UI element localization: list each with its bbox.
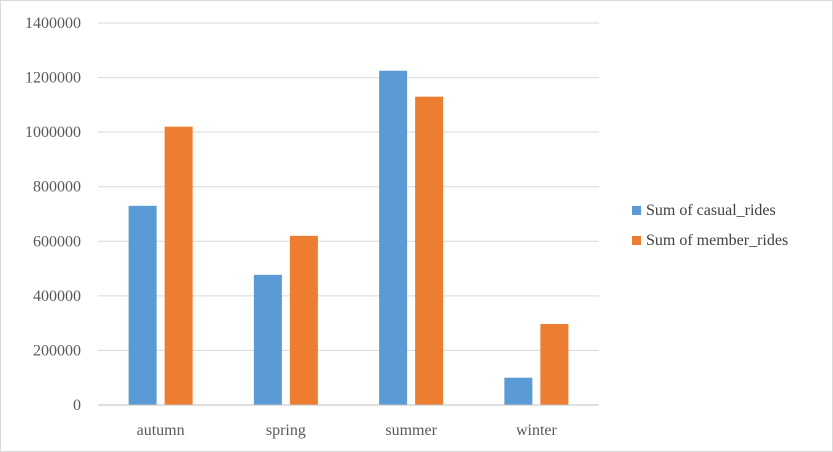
x-tick-label: autumn (137, 422, 185, 439)
x-tick-label: summer (385, 422, 437, 439)
bar-spring-member (289, 235, 318, 405)
y-tick-label: 0 (73, 397, 81, 414)
legend-label: Sum of casual_rides (646, 202, 776, 219)
x-axis: autumn spring summer winter (98, 404, 599, 439)
legend-label: Sum of member_rides (646, 232, 788, 249)
bar-winter-casual (504, 377, 533, 405)
x-tick-label: winter (516, 422, 558, 439)
legend: Sum of casual_rides Sum of member_rides (632, 202, 788, 249)
bar-spring-casual (253, 274, 282, 405)
bars (128, 70, 569, 406)
y-axis: 0 200000 400000 600000 800000 1000000 1200000 1… (25, 15, 81, 414)
y-tick-label: 400000 (33, 288, 81, 305)
y-tick-label: 1000000 (25, 124, 81, 141)
bar-summer-member (415, 96, 444, 406)
bar-winter-member (540, 323, 569, 405)
y-tick-label: 1400000 (25, 15, 81, 32)
y-tick-label: 600000 (33, 233, 81, 250)
y-tick-label: 1200000 (25, 70, 81, 87)
x-tick-label: spring (266, 422, 306, 439)
y-tick-label: 800000 (33, 179, 81, 196)
bar-autumn-casual (128, 205, 157, 405)
legend-swatch (632, 206, 641, 215)
legend-swatch (632, 236, 641, 245)
bar-summer-casual (379, 70, 408, 405)
bar-autumn-member (164, 126, 193, 405)
y-tick-label: 200000 (33, 342, 81, 359)
